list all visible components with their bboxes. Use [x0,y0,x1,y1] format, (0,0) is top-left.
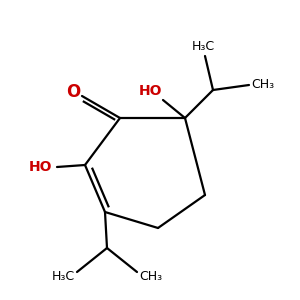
Text: H₃C: H₃C [191,40,214,53]
Text: O: O [66,83,80,101]
Text: HO: HO [139,84,163,98]
Text: H₃C: H₃C [51,271,75,284]
Text: HO: HO [29,160,53,174]
Text: CH₃: CH₃ [251,79,274,92]
Text: CH₃: CH₃ [140,271,163,284]
